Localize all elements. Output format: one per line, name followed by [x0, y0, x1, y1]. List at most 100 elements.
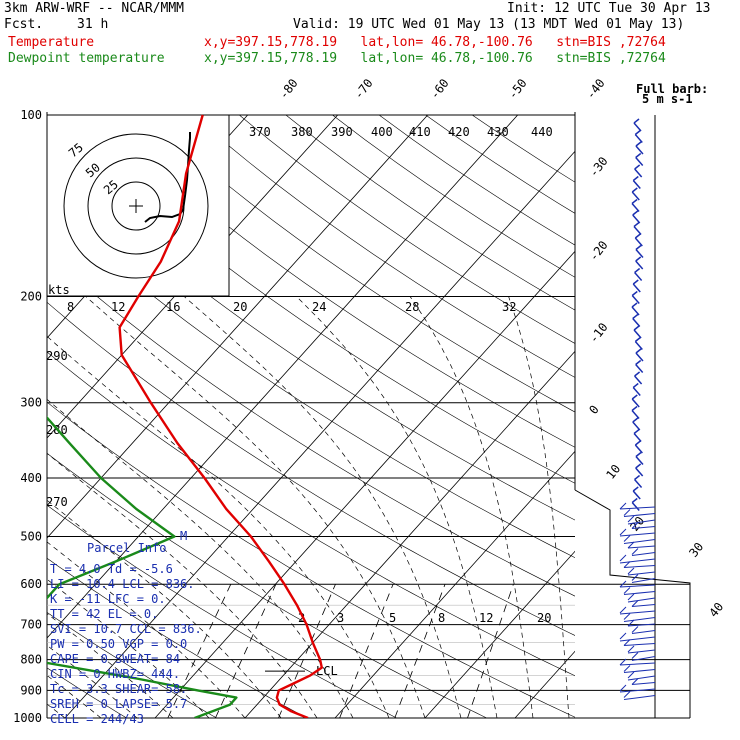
isotherm-label: -80	[276, 76, 300, 102]
wind-barb	[631, 198, 638, 205]
dry-adiabat-line	[192, 114, 575, 378]
theta-label: 430	[487, 125, 509, 139]
wind-barb	[635, 260, 644, 270]
pressure-tick-label: 900	[20, 683, 42, 697]
pressure-marker-label: M	[180, 529, 187, 543]
forecast-label: Fcst.	[4, 17, 44, 32]
dry-adiabat-line	[378, 114, 575, 246]
wind-barb	[635, 157, 644, 166]
isotherm-label: 12	[111, 300, 125, 314]
isotherm-label: 40	[706, 600, 726, 620]
wind-barb	[619, 502, 627, 510]
wind-barb	[623, 617, 656, 622]
isotherm-label: 24	[312, 300, 326, 314]
wind-barb	[633, 226, 642, 235]
wind-scale-label: 5 m s-1	[642, 92, 693, 106]
wind-barb	[627, 593, 635, 601]
wind-barb	[632, 279, 639, 285]
parcel-info-row: LI = 10.4 LCL = 836.	[50, 577, 195, 591]
wind-barb	[634, 371, 641, 377]
wind-barb	[619, 558, 656, 564]
theta-label: 290	[46, 349, 68, 363]
isotherm-label: 10	[603, 462, 623, 482]
isotherm-label: 32	[502, 300, 516, 314]
wind-barb	[635, 451, 642, 458]
wind-barb	[627, 519, 656, 525]
wind-barb	[634, 168, 643, 178]
wind-barb	[631, 405, 638, 412]
wind-barb	[619, 688, 656, 693]
isotherm-line	[334, 450, 575, 718]
wind-barb	[632, 490, 641, 500]
moist-adiabat-line	[47, 578, 210, 718]
wind-barb	[635, 463, 642, 469]
isotherm-label: 8	[67, 300, 74, 314]
isotherm-label: 28	[405, 300, 419, 314]
isotherm-line	[424, 550, 575, 718]
mixing-ratio-label: 2	[298, 611, 305, 625]
wind-barb	[632, 214, 641, 224]
wind-barb	[632, 210, 639, 216]
wind-barb	[632, 180, 641, 189]
wind-barb	[619, 506, 656, 510]
pressure-tick-label: 1000	[13, 711, 42, 725]
wind-barb	[632, 417, 639, 423]
wind-barb	[634, 129, 641, 136]
theta-label: 420	[448, 125, 470, 139]
isotherm-line	[47, 114, 518, 639]
wind-barb	[633, 433, 642, 442]
wind-barb	[631, 682, 656, 685]
wind-barb	[634, 233, 641, 239]
wind-barb	[623, 691, 631, 698]
isotherm-label: -60	[427, 76, 451, 102]
dry-adiabat-line	[47, 504, 398, 718]
theta-label: 270	[46, 495, 68, 509]
wind-barb	[632, 382, 639, 389]
isotherm-label: -10	[586, 320, 610, 346]
isotherm-line	[605, 115, 740, 718]
wind-barb	[631, 548, 639, 555]
isotherm-line	[47, 114, 338, 439]
wind-barb	[623, 639, 631, 646]
wind-barb	[631, 604, 656, 607]
dewpoint-profile-line	[47, 415, 238, 718]
wind-barb	[627, 645, 635, 653]
wind-barb	[623, 513, 656, 517]
wind-barb	[631, 410, 640, 419]
wind-barb	[635, 467, 644, 477]
wind-barb	[623, 539, 656, 544]
forecast-hour: 31 h	[77, 17, 109, 32]
wind-barb	[623, 613, 631, 620]
isotherm-label: -20	[586, 238, 610, 264]
parcel-info-row: PW = 0.50 VGP = 0.0	[50, 637, 187, 651]
wind-barb	[632, 175, 639, 182]
isotherm-label: 30	[686, 540, 706, 560]
mixing-ratio-label: 20	[537, 611, 551, 625]
dry-adiabat-line	[472, 114, 575, 183]
wind-barb	[635, 348, 642, 354]
mixing-ratio-label: 5	[389, 611, 396, 625]
parcel-info-row: SREH = 0 LAPSE= 5.7	[50, 697, 187, 711]
wind-barb	[634, 336, 641, 343]
wind-barb	[623, 643, 656, 646]
isotherm-line	[244, 350, 575, 718]
wind-barb	[619, 584, 656, 588]
wind-barb	[627, 649, 656, 654]
theta-label: 390	[331, 125, 353, 139]
wind-barb	[634, 474, 641, 481]
dry-adiabat-line	[47, 557, 308, 718]
parcel-info-row: T = 4.0 Td = -5.6	[50, 562, 173, 576]
wind-barb	[635, 359, 642, 366]
theta-label: 400	[371, 125, 393, 139]
dewpoint-legend-label: Dewpoint temperature	[8, 51, 165, 66]
dry-adiabat-line	[47, 401, 575, 718]
pressure-tick-label: 200	[20, 290, 42, 304]
isotherm-line	[514, 650, 575, 718]
mixing-ratio-line	[167, 584, 232, 718]
wind-barb	[619, 580, 627, 588]
mixing-ratio-line	[278, 584, 336, 718]
wind-barb	[619, 606, 627, 614]
isotherm-label: -30	[586, 154, 610, 180]
dry-adiabat-line	[47, 252, 575, 597]
theta-label: 440	[531, 125, 553, 139]
